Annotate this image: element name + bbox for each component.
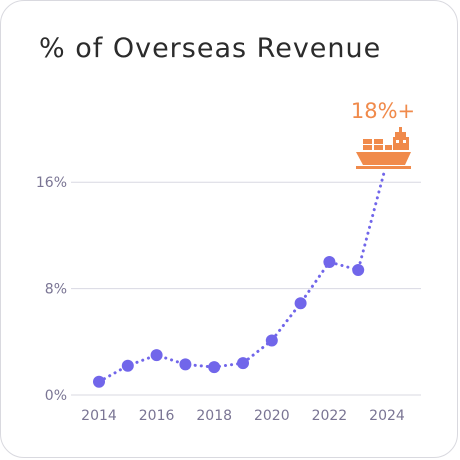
y-axis-ticks: 0% 8% 16%	[36, 175, 67, 404]
y-tick-label: 16%	[36, 175, 67, 191]
x-tick-label: 2014	[81, 408, 117, 424]
x-tick-label: 2024	[369, 408, 405, 424]
x-tick-label: 2016	[139, 408, 175, 424]
x-tick-label: 2022	[312, 408, 348, 424]
series-points	[93, 256, 365, 388]
series-line	[97, 167, 387, 384]
grid-lines	[71, 181, 421, 396]
data-point	[237, 357, 249, 370]
y-tick-label: 0%	[45, 388, 67, 404]
data-point	[150, 349, 163, 362]
x-axis-ticks: 2014 2016 2018 2020 2022 2024	[81, 408, 405, 424]
data-point	[93, 375, 105, 388]
data-point	[265, 334, 278, 347]
y-tick-label: 8%	[45, 282, 67, 298]
x-tick-label: 2020	[254, 408, 290, 424]
data-point	[352, 263, 365, 276]
chart-title: % of Overseas Revenue	[39, 33, 382, 64]
x-tick-label: 2018	[196, 408, 232, 424]
cargo-ship-icon	[356, 127, 411, 169]
data-point	[294, 297, 307, 310]
data-point	[121, 359, 134, 372]
data-point	[179, 358, 192, 371]
data-point	[208, 361, 221, 374]
callout-label: 18%+	[351, 99, 415, 123]
data-point	[323, 256, 336, 268]
